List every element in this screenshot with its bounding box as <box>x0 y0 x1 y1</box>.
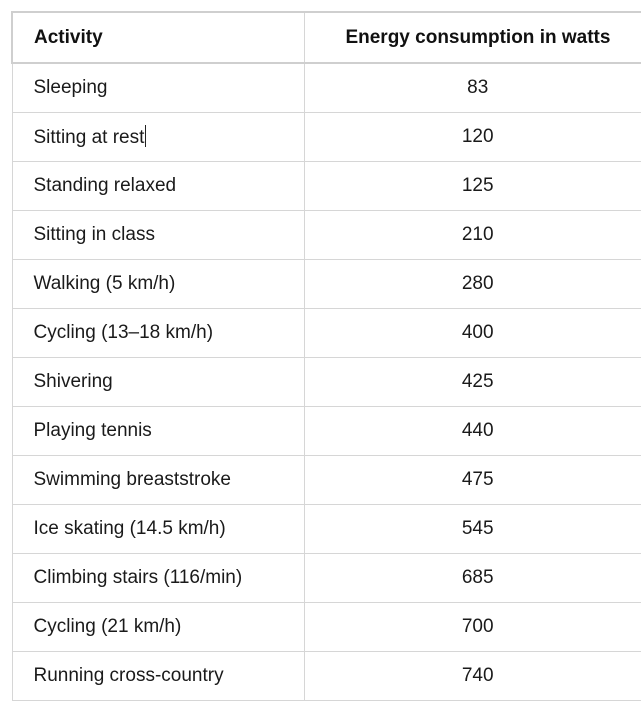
energy-cell[interactable]: 280 <box>304 259 641 309</box>
table-row: Sitting at rest 120 <box>11 112 641 162</box>
table-row: Ice skating (14.5 km/h) 545 <box>11 504 641 554</box>
activity-cell-editing[interactable]: Sitting at rest <box>11 112 306 162</box>
activity-cell[interactable]: Walking (5 km/h) <box>11 259 306 309</box>
activity-cell[interactable]: Sleeping <box>11 62 306 113</box>
energy-cell[interactable]: 475 <box>304 455 641 505</box>
table-row: Running cross-country 740 <box>11 651 641 701</box>
table-row: Shivering 425 <box>11 357 641 407</box>
energy-cell[interactable]: 700 <box>304 602 641 652</box>
table-row: Standing relaxed 125 <box>11 161 641 211</box>
energy-cell[interactable]: 740 <box>304 651 641 701</box>
table-row: Walking (5 km/h) 280 <box>11 259 641 309</box>
activity-cell[interactable]: Running cross-country <box>11 651 306 701</box>
table-row: Climbing stairs (116/min) 685 <box>11 553 641 603</box>
activity-cell[interactable]: Sitting in class <box>11 210 306 260</box>
activity-cell[interactable]: Cycling (13–18 km/h) <box>11 308 306 358</box>
activity-cell[interactable]: Swimming breaststroke <box>11 455 306 505</box>
table-row: Cycling (13–18 km/h) 400 <box>11 308 641 358</box>
energy-cell[interactable]: 425 <box>304 357 641 407</box>
activity-cell[interactable]: Ice skating (14.5 km/h) <box>11 504 306 554</box>
table-row: Swimming breaststroke 475 <box>11 455 641 505</box>
table-row: Cycling (21 km/h) 700 <box>11 602 641 652</box>
energy-cell[interactable]: 545 <box>304 504 641 554</box>
energy-cell[interactable]: 400 <box>304 308 641 358</box>
activity-cell[interactable]: Shivering <box>11 357 306 407</box>
table-row: Playing tennis 440 <box>11 406 641 456</box>
activity-cell[interactable]: Climbing stairs (116/min) <box>11 553 306 603</box>
column-header-energy: Energy consumption in watts <box>304 11 641 64</box>
activity-cell[interactable]: Standing relaxed <box>11 161 306 211</box>
energy-cell[interactable]: 120 <box>304 112 641 162</box>
text-cursor <box>145 125 147 147</box>
activity-cell[interactable]: Playing tennis <box>11 406 306 456</box>
table-row: Sleeping 83 <box>11 62 641 113</box>
energy-cell[interactable]: 210 <box>304 210 641 260</box>
energy-cell[interactable]: 685 <box>304 553 641 603</box>
table-header-row: Activity Energy consumption in watts <box>11 11 641 64</box>
table-body: Sleeping 83 Sitting at rest 120 Standing… <box>11 62 641 701</box>
energy-consumption-table: Activity Energy consumption in watts Sle… <box>11 11 641 701</box>
activity-cell[interactable]: Cycling (21 km/h) <box>11 602 306 652</box>
energy-cell[interactable]: 83 <box>304 62 641 113</box>
column-header-activity: Activity <box>11 11 306 64</box>
energy-cell[interactable]: 440 <box>304 406 641 456</box>
energy-table-container: Activity Energy consumption in watts Sle… <box>11 11 641 701</box>
activity-cell-text: Sitting at rest <box>33 127 145 148</box>
table-header: Activity Energy consumption in watts <box>11 11 641 64</box>
table-row: Sitting in class 210 <box>11 210 641 260</box>
energy-cell[interactable]: 125 <box>304 161 641 211</box>
